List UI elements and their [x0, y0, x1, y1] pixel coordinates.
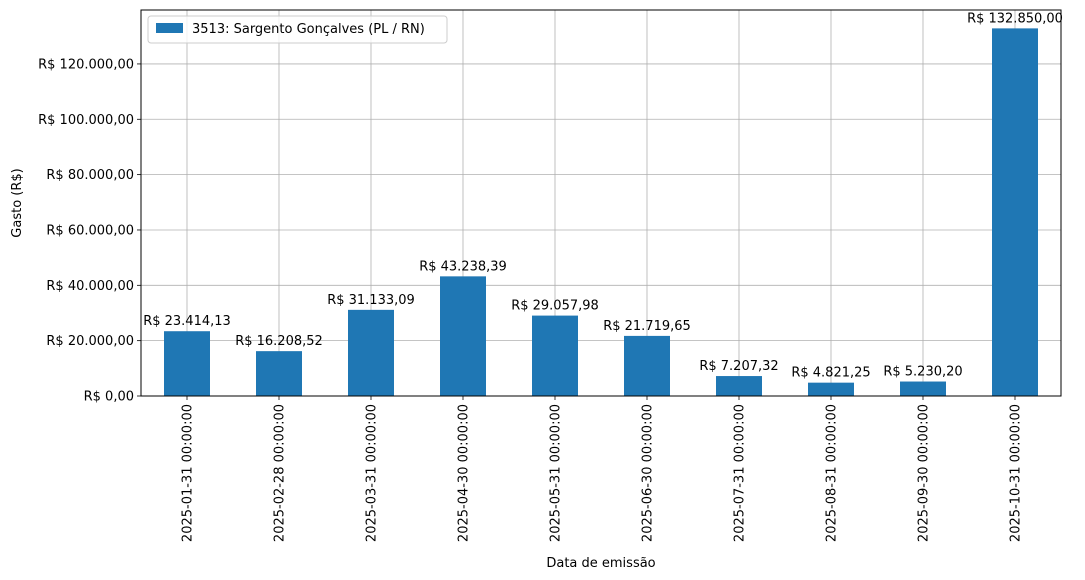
data-labels: R$ 23.414,13 R$ 16.208,52 R$ 31.133,09 R$ 4…: [143, 11, 1063, 380]
grid: [141, 10, 1061, 397]
bar: [900, 381, 946, 396]
legend-entry: 3513: Sargento Gonçalves (PL / RN): [192, 22, 425, 37]
x-tick-label: 2025-04-30 00:00:00: [457, 404, 472, 542]
x-tick-label: 2025-09-30 00:00:00: [917, 404, 932, 542]
data-label: R$ 31.133,09: [327, 293, 415, 308]
x-tick-label: 2025-07-31 00:00:00: [733, 404, 748, 542]
bar: [440, 276, 486, 396]
x-axis: 2025-01-31 00:00:00 2025-02-28 00:00:00 20…: [181, 396, 1024, 542]
y-tick-label: R$ 60.000,00: [46, 223, 134, 238]
legend-swatch: [156, 23, 183, 33]
bar: [532, 315, 578, 396]
x-tick-label: 2025-06-30 00:00:00: [641, 404, 656, 542]
bar: [992, 28, 1038, 397]
bar: [716, 376, 762, 396]
bar: [624, 335, 670, 396]
y-tick-label: R$ 20.000,00: [46, 334, 134, 349]
bar: [808, 382, 854, 396]
y-tick-label: R$ 0,00: [84, 390, 134, 405]
x-tick-label: 2025-02-28 00:00:00: [273, 404, 288, 542]
bar: [256, 351, 302, 396]
data-label: R$ 5.230,20: [883, 365, 962, 380]
data-label: R$ 29.057,98: [511, 299, 599, 314]
data-label: R$ 7.207,32: [699, 359, 778, 374]
y-axis-title: Gasto (R$): [10, 168, 25, 237]
legend-box: [147, 15, 448, 44]
bar: [164, 331, 210, 396]
y-tick-label: R$ 40.000,00: [46, 279, 134, 294]
bars: [164, 28, 1038, 397]
x-tick-label: 2025-03-31 00:00:00: [365, 404, 380, 542]
bar: [348, 309, 394, 396]
y-tick-label: R$ 120.000,00: [38, 57, 134, 72]
legend: 3513: Sargento Gonçalves (PL / RN): [147, 15, 448, 44]
data-label: R$ 4.821,25: [791, 366, 870, 381]
plot-frame: [140, 9, 1062, 397]
x-tick-label: 2025-10-31 00:00:00: [1009, 404, 1024, 542]
data-label: R$ 43.238,39: [419, 259, 507, 274]
data-label: R$ 132.850,00: [967, 11, 1063, 26]
x-tick-label: 2025-01-31 00:00:00: [181, 404, 196, 542]
x-tick-label: 2025-08-31 00:00:00: [825, 404, 840, 542]
y-axis: R$ 0,00 R$ 20.000,00 R$ 40.000,00 R$ 60.000…: [38, 57, 141, 405]
y-tick-label: R$ 80.000,00: [46, 168, 134, 183]
x-axis-title: Data de emissão: [546, 556, 655, 571]
data-label: R$ 23.414,13: [143, 314, 231, 329]
data-label: R$ 21.719,65: [603, 319, 691, 334]
y-tick-label: R$ 100.000,00: [38, 113, 134, 128]
x-tick-label: 2025-05-31 00:00:00: [549, 404, 564, 542]
data-label: R$ 16.208,52: [235, 334, 323, 349]
